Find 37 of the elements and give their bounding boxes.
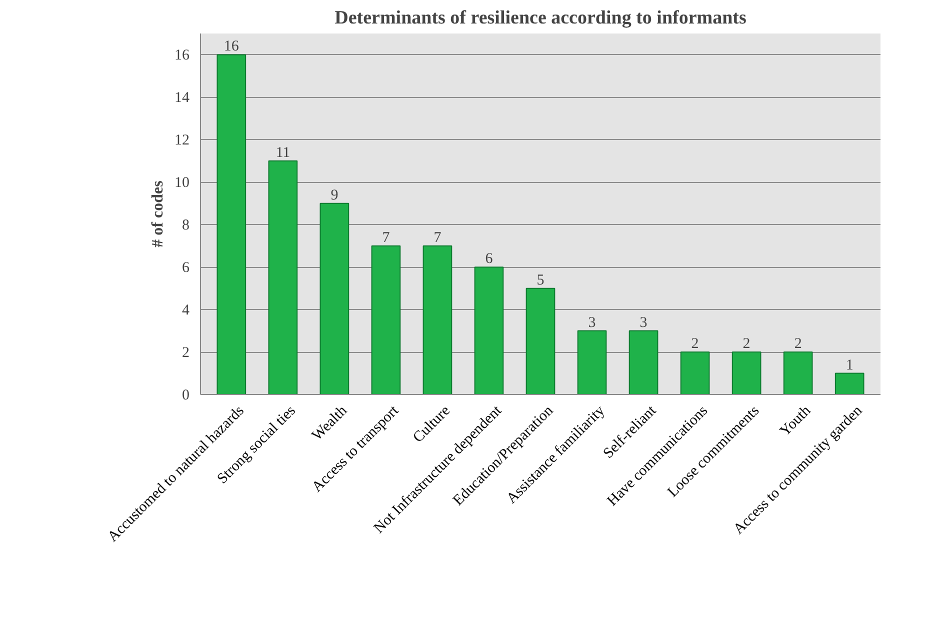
data-label: 16 xyxy=(224,38,240,55)
data-label: 1 xyxy=(846,357,854,374)
bar xyxy=(783,352,813,394)
y-tick-label: 16 xyxy=(174,48,190,64)
y-tick-label: 6 xyxy=(182,260,190,276)
data-label: 6 xyxy=(485,251,494,268)
bar xyxy=(577,330,607,394)
data-label: 2 xyxy=(742,336,750,352)
bar xyxy=(216,54,246,394)
y-tick-label: 0 xyxy=(182,388,190,404)
y-tick-label: 2 xyxy=(182,345,190,362)
data-label: 2 xyxy=(691,336,699,352)
bar xyxy=(680,352,710,394)
bar xyxy=(422,245,452,394)
chart-title: Determinants of resilience according to informants xyxy=(334,8,746,28)
y-tick-label: 8 xyxy=(182,218,190,234)
data-label: 3 xyxy=(588,314,596,331)
data-label: 3 xyxy=(640,314,648,331)
data-label: 7 xyxy=(382,230,390,246)
y-axis-title: # of codes xyxy=(150,180,166,248)
bar xyxy=(628,330,658,394)
bar xyxy=(320,202,350,394)
y-tick-label: 10 xyxy=(174,175,190,192)
data-label: 5 xyxy=(536,272,544,288)
y-tick-label: 12 xyxy=(174,132,190,149)
bar xyxy=(834,372,864,394)
bar xyxy=(474,266,504,394)
data-label: 11 xyxy=(276,144,290,161)
data-label: 7 xyxy=(434,230,442,246)
bar xyxy=(371,245,401,394)
data-label: 9 xyxy=(330,187,338,204)
y-tick-label: 4 xyxy=(182,302,190,319)
bar xyxy=(526,288,556,394)
data-label: 2 xyxy=(794,336,802,352)
bar xyxy=(732,352,762,394)
y-tick-label: 14 xyxy=(174,90,190,106)
bar xyxy=(268,160,298,394)
